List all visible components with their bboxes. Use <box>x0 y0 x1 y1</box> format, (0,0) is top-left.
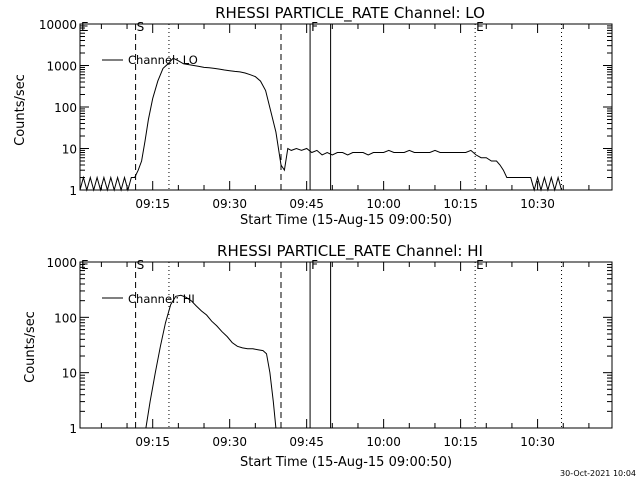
x-tick-label: 10:15 <box>443 197 478 211</box>
x-tick-label: 09:15 <box>135 197 170 211</box>
marker-label: E <box>476 258 484 272</box>
x-tick-label: 10:30 <box>520 435 555 449</box>
marker-label: S <box>137 258 145 272</box>
x-tick-label: 09:30 <box>212 435 247 449</box>
y-tick-label: 1 <box>69 184 77 198</box>
x-axis-label: Start Time (15-Aug-15 09:00:50) <box>240 213 452 228</box>
y-tick-label: 10 <box>62 367 77 381</box>
chart-title: RHESSI PARTICLE_RATE Channel: LO <box>215 4 485 23</box>
marker-label: F <box>311 258 318 272</box>
marker-label: E <box>81 258 89 272</box>
marker-label: S <box>137 20 145 34</box>
y-tick-label: 100 <box>54 311 77 325</box>
x-tick-label: 09:45 <box>289 435 324 449</box>
y-axis-label: Counts/sec <box>13 74 28 146</box>
y-tick-label: 10000 <box>39 18 77 32</box>
x-tick-label: 10:30 <box>520 197 555 211</box>
x-axis-label: Start Time (15-Aug-15 09:00:50) <box>240 455 452 470</box>
marker-label: F <box>311 20 318 34</box>
x-tick-label: 10:00 <box>366 197 401 211</box>
x-tick-label: 10:00 <box>366 435 401 449</box>
marker-label: E <box>81 20 89 34</box>
legend-label: Channel: LO <box>128 53 198 67</box>
x-tick-label: 09:15 <box>135 435 170 449</box>
y-tick-label: 100 <box>54 101 77 115</box>
chart-panel-hi: RHESSI PARTICLE_RATE Channel: HI Counts/… <box>23 242 613 470</box>
data-series-line <box>79 57 562 192</box>
chart-title: RHESSI PARTICLE_RATE Channel: HI <box>217 242 483 261</box>
y-tick-label: 1000 <box>46 256 77 270</box>
marker-label: E <box>476 20 484 34</box>
plot-frame <box>79 23 613 191</box>
y-axis-label: Counts/sec <box>23 311 38 383</box>
y-tick-label: 10 <box>62 143 77 157</box>
x-tick-label: 10:15 <box>443 435 478 449</box>
x-tick-label: 09:30 <box>212 197 247 211</box>
data-series-line <box>145 294 277 429</box>
y-tick-label: 1000 <box>46 60 77 74</box>
x-tick-label: 09:45 <box>289 197 324 211</box>
timestamp: 30-Oct-2021 10:04 <box>560 469 636 478</box>
y-tick-label: 1 <box>69 422 77 436</box>
plot-frame <box>79 261 613 429</box>
legend-label: Channel: HI <box>128 292 195 306</box>
chart-panel-lo: RHESSI PARTICLE_RATE Channel: LO Counts/… <box>13 4 613 228</box>
